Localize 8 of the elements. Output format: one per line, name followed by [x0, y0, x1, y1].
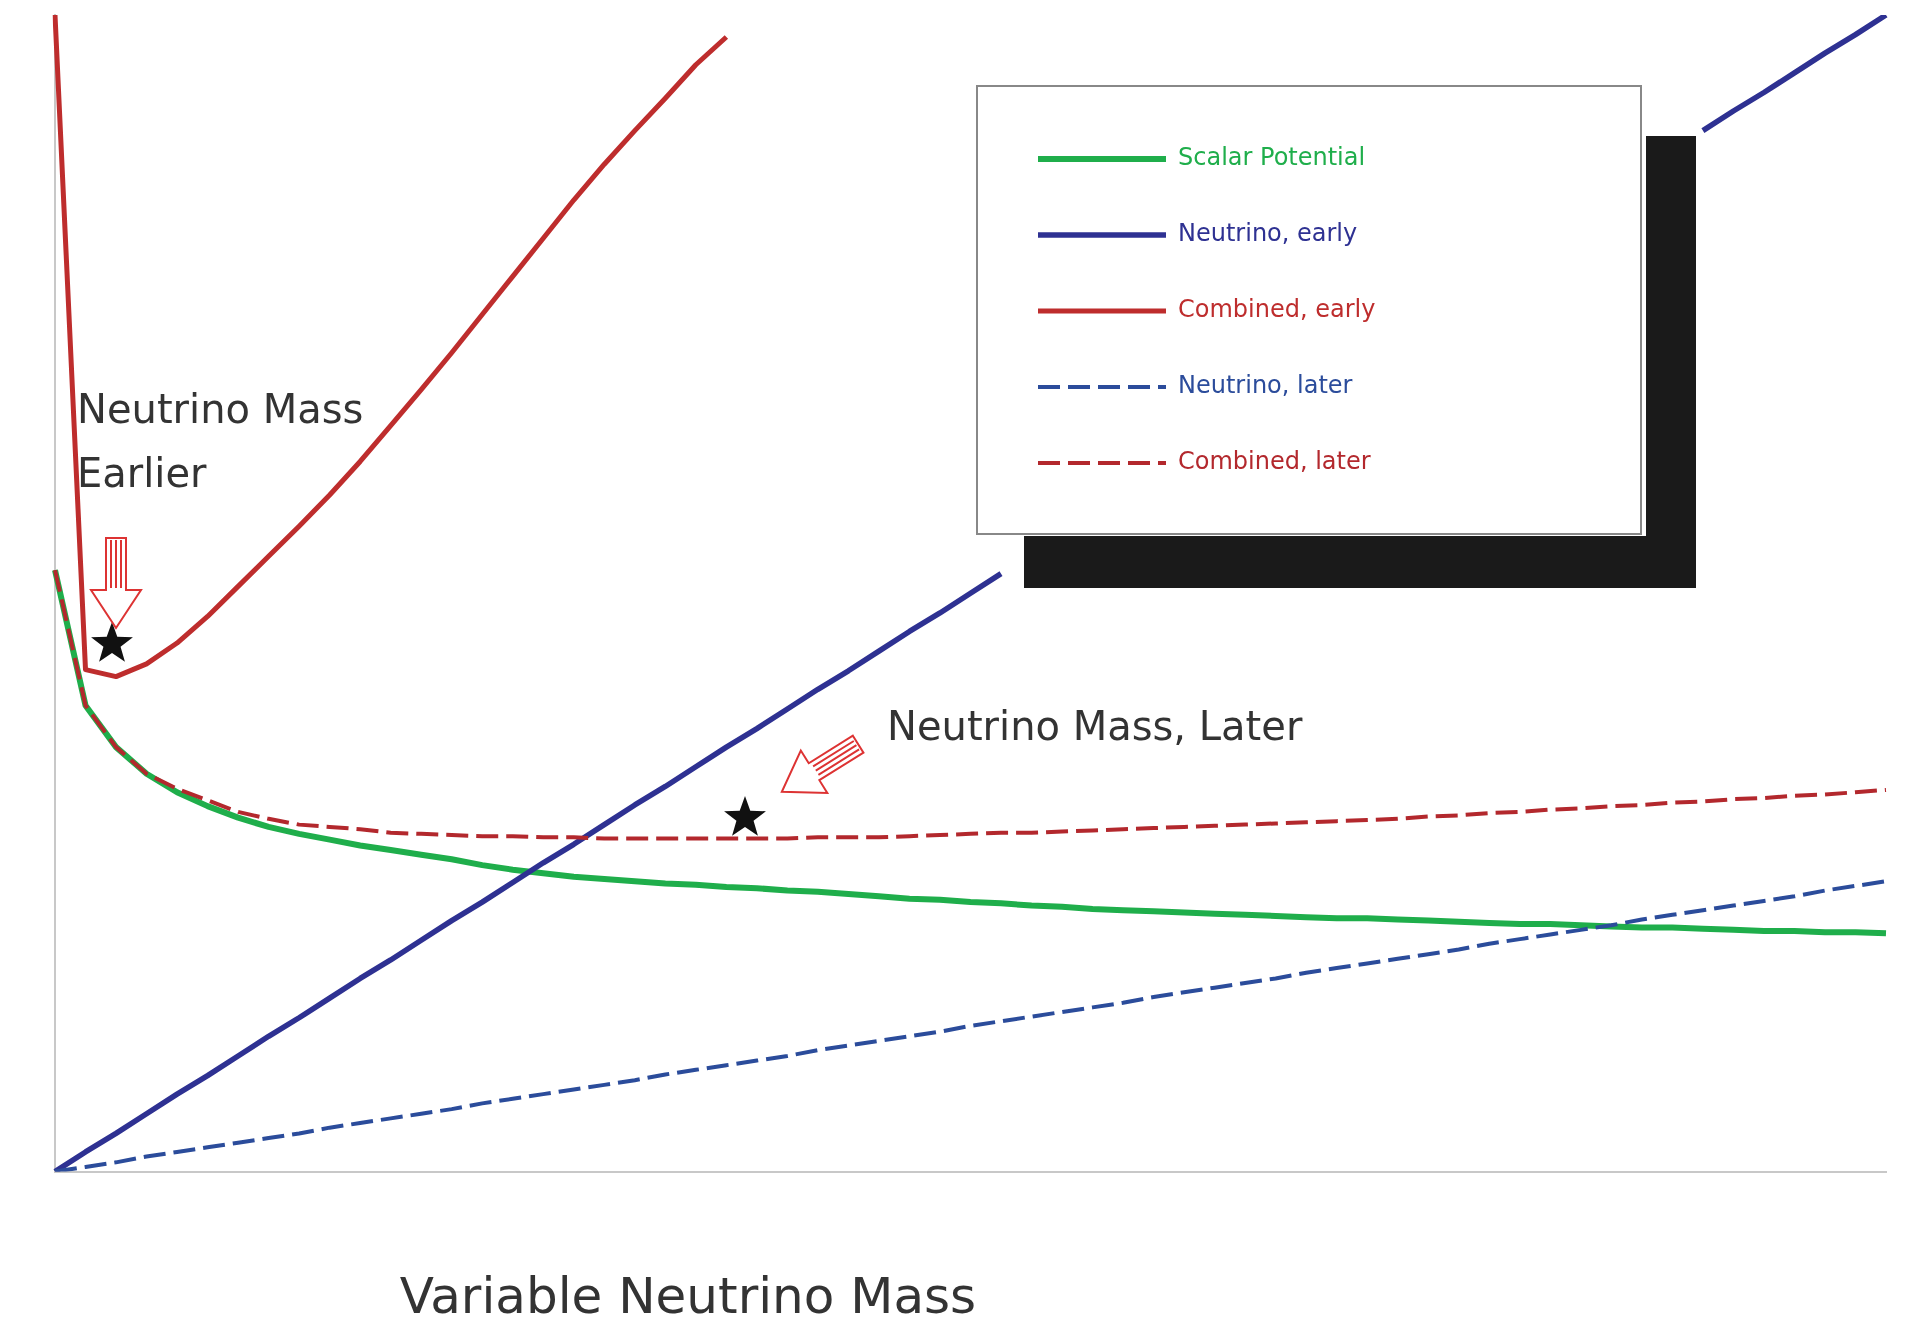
- text: Combined, early: [1178, 295, 1376, 324]
- text: Combined, later: [1178, 447, 1371, 476]
- text: Neutrino, later: [1178, 371, 1353, 400]
- annotation: Neutrino Mass, Later: [887, 703, 1303, 749]
- text: Neutrino, early: [1178, 219, 1358, 248]
- annotation: Neutrino Mass Earlier: [77, 386, 364, 496]
- text: Scalar Potential: [1178, 143, 1366, 172]
- x-axis-title: Variable Neutrino Mass: [399, 1267, 977, 1325]
